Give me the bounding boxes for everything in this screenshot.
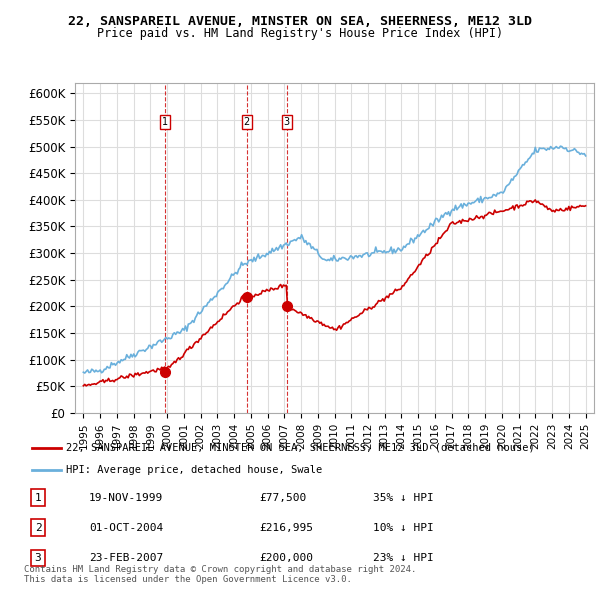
Text: £200,000: £200,000 (259, 553, 313, 563)
Text: Price paid vs. HM Land Registry's House Price Index (HPI): Price paid vs. HM Land Registry's House … (97, 27, 503, 40)
Text: 35% ↓ HPI: 35% ↓ HPI (373, 493, 433, 503)
Text: Contains HM Land Registry data © Crown copyright and database right 2024.
This d: Contains HM Land Registry data © Crown c… (24, 565, 416, 584)
Text: 23% ↓ HPI: 23% ↓ HPI (373, 553, 433, 563)
Text: £216,995: £216,995 (259, 523, 313, 533)
Text: 3: 3 (35, 553, 41, 563)
Text: 23-FEB-2007: 23-FEB-2007 (89, 553, 163, 563)
Text: HPI: Average price, detached house, Swale: HPI: Average price, detached house, Swal… (67, 465, 323, 475)
Text: 22, SANSPAREIL AVENUE, MINSTER ON SEA, SHEERNESS, ME12 3LD: 22, SANSPAREIL AVENUE, MINSTER ON SEA, S… (68, 15, 532, 28)
Text: 2: 2 (244, 117, 250, 127)
Text: 22, SANSPAREIL AVENUE, MINSTER ON SEA, SHEERNESS, ME12 3LD (detached house): 22, SANSPAREIL AVENUE, MINSTER ON SEA, S… (67, 442, 535, 453)
Text: 1: 1 (162, 117, 168, 127)
Text: 2: 2 (35, 523, 41, 533)
Text: 3: 3 (284, 117, 290, 127)
Text: 19-NOV-1999: 19-NOV-1999 (89, 493, 163, 503)
Text: £77,500: £77,500 (259, 493, 307, 503)
Text: 10% ↓ HPI: 10% ↓ HPI (373, 523, 433, 533)
Text: 01-OCT-2004: 01-OCT-2004 (89, 523, 163, 533)
Text: 1: 1 (35, 493, 41, 503)
